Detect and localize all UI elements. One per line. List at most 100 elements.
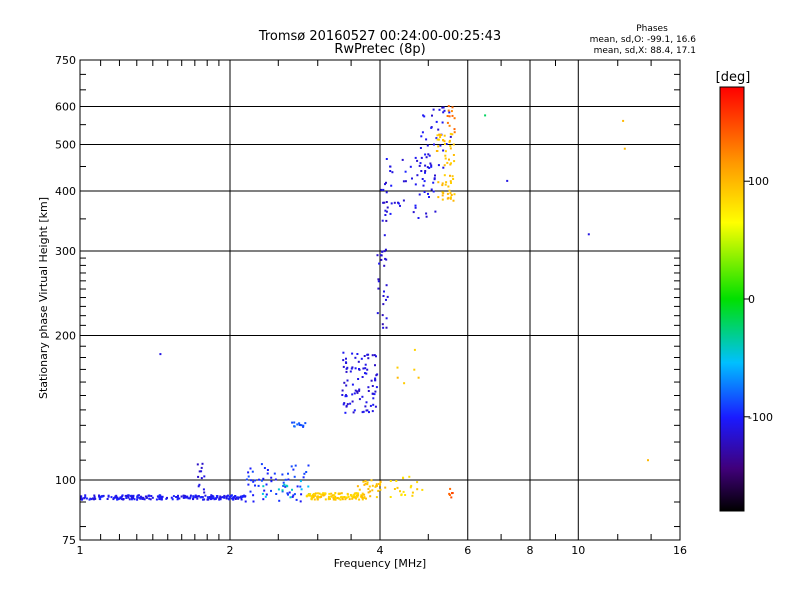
data-point bbox=[368, 411, 370, 414]
data-point bbox=[298, 423, 301, 426]
data-point bbox=[314, 494, 317, 497]
data-point bbox=[449, 163, 452, 166]
data-point bbox=[356, 485, 359, 488]
data-point bbox=[404, 494, 407, 496]
data-point bbox=[353, 409, 356, 412]
data-point bbox=[442, 139, 444, 142]
data-point bbox=[291, 488, 293, 491]
data-point bbox=[334, 498, 337, 501]
data-point bbox=[281, 490, 284, 493]
data-point bbox=[183, 494, 186, 497]
data-point bbox=[287, 493, 289, 496]
data-point bbox=[420, 170, 423, 172]
data-point bbox=[425, 138, 428, 141]
data-point bbox=[384, 214, 387, 216]
data-point bbox=[351, 497, 354, 500]
data-point bbox=[204, 494, 207, 497]
data-point bbox=[207, 498, 210, 501]
data-point bbox=[390, 202, 393, 205]
data-point bbox=[414, 156, 417, 159]
data-point bbox=[381, 219, 384, 222]
data-point bbox=[484, 114, 487, 117]
data-point bbox=[453, 193, 456, 196]
data-point bbox=[374, 377, 377, 380]
data-point bbox=[270, 489, 272, 492]
data-point bbox=[439, 136, 442, 139]
data-point bbox=[374, 378, 377, 381]
data-point bbox=[453, 131, 456, 134]
data-point bbox=[209, 496, 212, 499]
data-point bbox=[386, 206, 389, 209]
data-point bbox=[98, 494, 100, 497]
data-point bbox=[214, 497, 217, 500]
data-point bbox=[428, 196, 430, 198]
data-point bbox=[447, 109, 450, 112]
data-point bbox=[345, 362, 348, 364]
data-point bbox=[201, 462, 204, 465]
data-point bbox=[358, 368, 360, 370]
data-point bbox=[334, 492, 337, 494]
data-point bbox=[127, 496, 130, 499]
data-point bbox=[341, 394, 344, 396]
data-point bbox=[324, 498, 327, 501]
data-point bbox=[350, 495, 353, 498]
data-point bbox=[430, 165, 433, 168]
data-point bbox=[262, 477, 265, 480]
data-point bbox=[355, 492, 358, 495]
data-point bbox=[250, 479, 253, 482]
data-point bbox=[371, 354, 374, 357]
data-point bbox=[399, 490, 401, 493]
data-point bbox=[327, 498, 330, 501]
data-point bbox=[170, 496, 173, 499]
data-point bbox=[328, 495, 330, 498]
y-tick-label: 300 bbox=[55, 245, 76, 258]
data-point bbox=[127, 494, 130, 497]
data-point bbox=[397, 202, 400, 205]
data-point bbox=[418, 193, 421, 196]
data-point bbox=[182, 494, 185, 497]
data-point bbox=[393, 201, 396, 204]
data-point bbox=[449, 487, 452, 490]
data-point bbox=[442, 149, 445, 152]
data-point bbox=[102, 494, 105, 497]
data-point bbox=[446, 197, 449, 200]
data-point bbox=[370, 379, 373, 382]
data-point bbox=[441, 184, 444, 187]
data-point bbox=[228, 495, 231, 498]
data-point bbox=[371, 385, 374, 387]
data-point bbox=[381, 323, 384, 326]
data-point bbox=[361, 496, 364, 499]
data-point bbox=[374, 405, 377, 408]
data-point bbox=[305, 471, 308, 473]
data-point bbox=[356, 391, 359, 394]
data-point bbox=[356, 353, 359, 355]
data-point bbox=[80, 497, 83, 500]
data-point bbox=[192, 497, 195, 500]
data-point bbox=[155, 498, 158, 501]
data-point bbox=[319, 493, 322, 496]
data-point bbox=[417, 217, 420, 219]
data-point bbox=[443, 174, 446, 177]
data-point bbox=[80, 498, 83, 501]
data-point bbox=[344, 411, 347, 414]
data-point bbox=[375, 374, 378, 377]
data-point bbox=[449, 197, 452, 200]
data-point bbox=[98, 498, 101, 500]
data-point bbox=[361, 498, 364, 501]
data-point bbox=[293, 421, 296, 424]
data-point bbox=[196, 495, 199, 498]
data-point bbox=[425, 215, 428, 218]
data-point bbox=[444, 143, 446, 146]
data-point bbox=[342, 403, 345, 406]
data-point bbox=[200, 477, 203, 480]
data-point bbox=[411, 494, 414, 497]
data-point bbox=[346, 366, 349, 369]
data-point bbox=[85, 497, 88, 500]
data-point bbox=[366, 368, 369, 371]
data-point bbox=[352, 411, 355, 414]
data-point bbox=[328, 492, 331, 495]
data-point bbox=[186, 496, 189, 499]
data-point bbox=[333, 496, 336, 499]
data-point bbox=[384, 257, 387, 260]
data-point bbox=[379, 484, 381, 487]
